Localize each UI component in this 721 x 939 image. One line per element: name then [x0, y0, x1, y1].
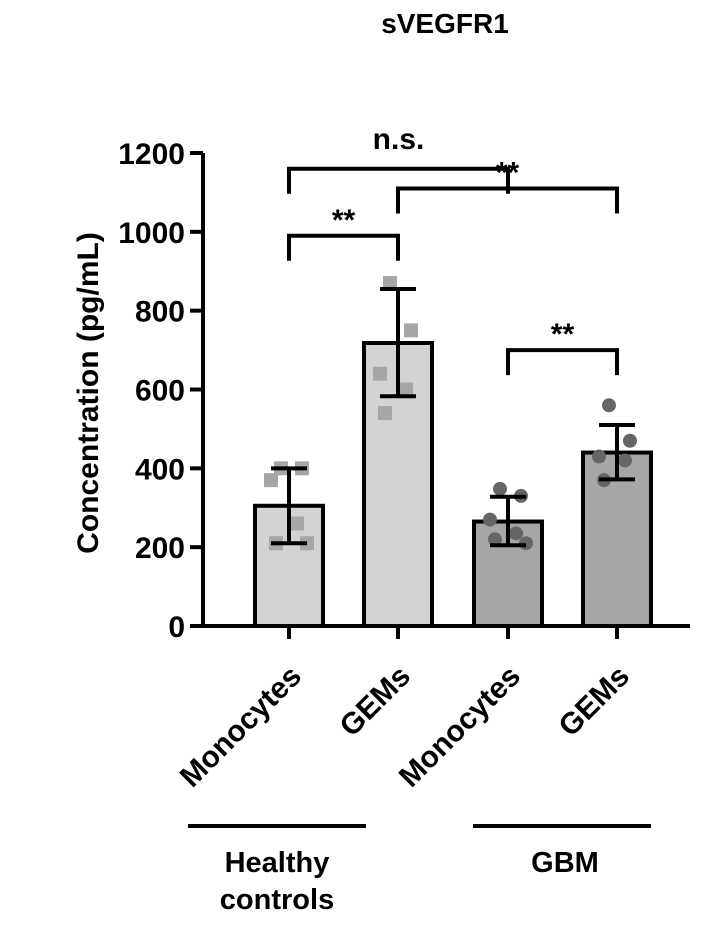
x-category-label: Monocytes: [174, 660, 308, 794]
data-point: [623, 433, 637, 448]
group-label: controls: [220, 884, 334, 916]
data-point: [493, 481, 507, 496]
data-point: [383, 276, 397, 291]
y-tick-label: 1000: [118, 217, 185, 250]
significance-bracket: [287, 233, 400, 261]
significance-label: **: [332, 204, 356, 237]
y-tick-label: 600: [135, 375, 185, 408]
data-point: [264, 473, 278, 488]
data-point: [618, 453, 632, 468]
significance-label: **: [496, 156, 520, 189]
data-point: [373, 366, 387, 381]
significance-label: **: [551, 318, 575, 351]
chart-title: sVEGFR1: [381, 8, 509, 39]
data-point: [509, 526, 523, 541]
data-point: [290, 516, 304, 531]
y-tick-label: 800: [135, 296, 185, 329]
significance-bracket: [396, 186, 619, 214]
data-point: [592, 449, 606, 464]
group-label: GBM: [531, 847, 599, 879]
data-point: [602, 398, 616, 413]
y-axis-label: Concentration (pg/mL): [72, 232, 105, 554]
significance-label: n.s.: [373, 123, 425, 156]
y-tick-label: 200: [135, 532, 185, 565]
data-point: [378, 406, 392, 421]
data-point: [488, 532, 502, 547]
y-tick-label: 1200: [118, 138, 185, 171]
x-category-label: GEMs: [333, 660, 416, 743]
significance-bracket: [287, 166, 510, 194]
data-point: [483, 512, 497, 527]
x-category-label: GEMs: [552, 660, 635, 743]
data-point: [399, 382, 413, 397]
y-tick-label: 0: [168, 611, 185, 644]
group-label: Healthy: [225, 847, 330, 879]
y-tick-label: 400: [135, 453, 185, 486]
significance-bracket: [506, 348, 619, 376]
data-point: [404, 323, 418, 338]
